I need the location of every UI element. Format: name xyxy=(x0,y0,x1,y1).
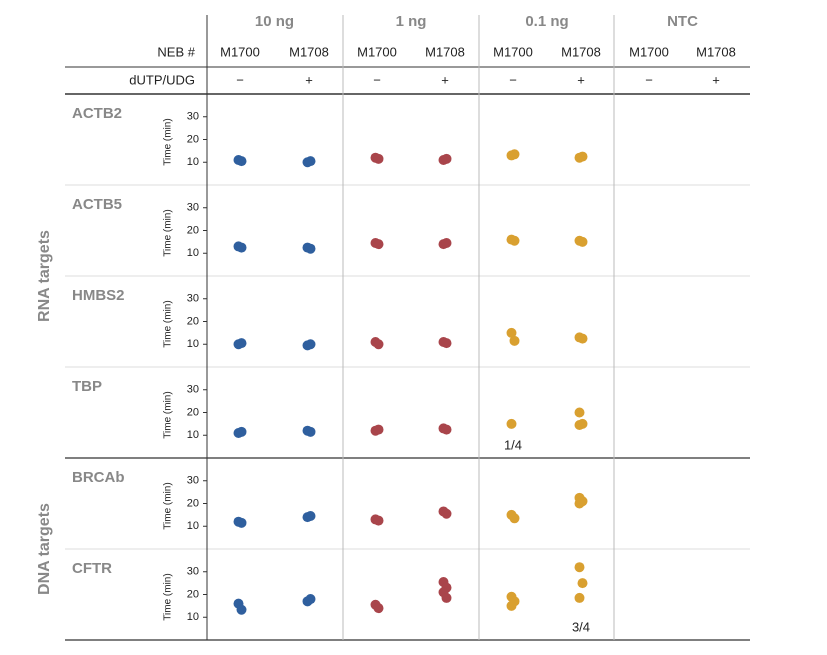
y-tick-label: 30 xyxy=(187,111,199,123)
neb-id: M1708 xyxy=(289,44,329,59)
target-name: BRCAb xyxy=(72,469,125,486)
dot xyxy=(305,243,316,254)
y-axis-label: Time (min) xyxy=(163,118,174,165)
y-axis-label: Time (min) xyxy=(163,482,174,529)
y-tick-label: 20 xyxy=(187,224,199,236)
y-tick-label: 10 xyxy=(187,156,199,168)
udg-sign: + xyxy=(305,72,313,87)
dot xyxy=(373,239,384,250)
dot xyxy=(236,604,247,615)
neb-id: M1708 xyxy=(696,44,736,59)
target-name: TBP xyxy=(72,378,102,395)
y-tick-label: 10 xyxy=(187,520,199,532)
section-label: DNA targets xyxy=(36,503,53,595)
dot xyxy=(305,339,316,350)
annotation: 1/4 xyxy=(504,437,522,452)
neb-id: M1700 xyxy=(357,44,397,59)
dot xyxy=(577,578,588,589)
dot xyxy=(305,594,316,605)
y-axis-label: Time (min) xyxy=(163,391,174,438)
y-tick-label: 20 xyxy=(187,406,199,418)
dot xyxy=(509,149,520,160)
dot xyxy=(373,424,384,435)
neb-id: M1708 xyxy=(425,44,465,59)
udg-sign: − xyxy=(645,72,653,87)
dot xyxy=(506,418,517,429)
dot xyxy=(236,338,247,349)
y-axis-label: Time (min) xyxy=(163,209,174,256)
group-label: 1 ng xyxy=(396,13,427,30)
udg-sign: − xyxy=(236,72,244,87)
dot xyxy=(577,236,588,247)
dot xyxy=(441,424,452,435)
y-tick-label: 10 xyxy=(187,247,199,259)
dot xyxy=(441,508,452,519)
dot xyxy=(574,420,585,431)
y-tick-label: 20 xyxy=(187,315,199,327)
y-axis-label: Time (min) xyxy=(163,300,174,347)
dot xyxy=(236,517,247,528)
annotation: 3/4 xyxy=(572,619,590,634)
dot xyxy=(574,407,585,418)
y-tick-label: 30 xyxy=(187,475,199,487)
udg-sign: + xyxy=(441,72,449,87)
dot xyxy=(574,562,585,573)
y-tick-label: 30 xyxy=(187,202,199,214)
dot xyxy=(236,242,247,253)
dot xyxy=(373,515,384,526)
y-tick-label: 30 xyxy=(187,566,199,578)
udg-sign: + xyxy=(577,72,585,87)
dot xyxy=(506,327,517,338)
dot xyxy=(305,426,316,437)
y-tick-label: 20 xyxy=(187,497,199,509)
dot xyxy=(236,156,247,167)
dot xyxy=(373,603,384,614)
y-tick-label: 30 xyxy=(187,384,199,396)
dot xyxy=(509,335,520,346)
y-tick-label: 10 xyxy=(187,429,199,441)
dot xyxy=(441,338,452,349)
target-name: CFTR xyxy=(72,560,112,577)
group-label: NTC xyxy=(667,13,698,30)
dot xyxy=(506,600,517,611)
group-label: 0.1 ng xyxy=(525,13,568,30)
dot xyxy=(574,592,585,603)
dot xyxy=(373,339,384,350)
udg-sign: − xyxy=(373,72,381,87)
dot xyxy=(373,153,384,164)
y-axis-label: Time (min) xyxy=(163,573,174,620)
dot xyxy=(441,238,452,249)
dot xyxy=(509,513,520,524)
group-label: 10 ng xyxy=(255,13,294,30)
dot xyxy=(236,426,247,437)
dot xyxy=(509,235,520,246)
dot xyxy=(577,333,588,344)
dot xyxy=(305,511,316,522)
target-name: ACTB5 xyxy=(72,196,122,213)
udg-label: dUTP/UDG xyxy=(129,72,195,87)
udg-sign: − xyxy=(509,72,517,87)
y-tick-label: 30 xyxy=(187,293,199,305)
y-tick-label: 20 xyxy=(187,133,199,145)
neb-id: M1700 xyxy=(629,44,669,59)
y-tick-label: 20 xyxy=(187,588,199,600)
neb-id: M1708 xyxy=(561,44,601,59)
udg-sign: + xyxy=(712,72,720,87)
y-tick-label: 10 xyxy=(187,611,199,623)
neb-label: NEB # xyxy=(157,44,195,59)
dot xyxy=(441,153,452,164)
dot xyxy=(574,498,585,509)
neb-id: M1700 xyxy=(493,44,533,59)
target-name: HMBS2 xyxy=(72,287,125,304)
dot xyxy=(441,592,452,603)
neb-id: M1700 xyxy=(220,44,260,59)
dot xyxy=(305,156,316,167)
y-tick-label: 10 xyxy=(187,338,199,350)
dot xyxy=(577,151,588,162)
section-label: RNA targets xyxy=(36,230,53,322)
target-name: ACTB2 xyxy=(72,105,122,122)
